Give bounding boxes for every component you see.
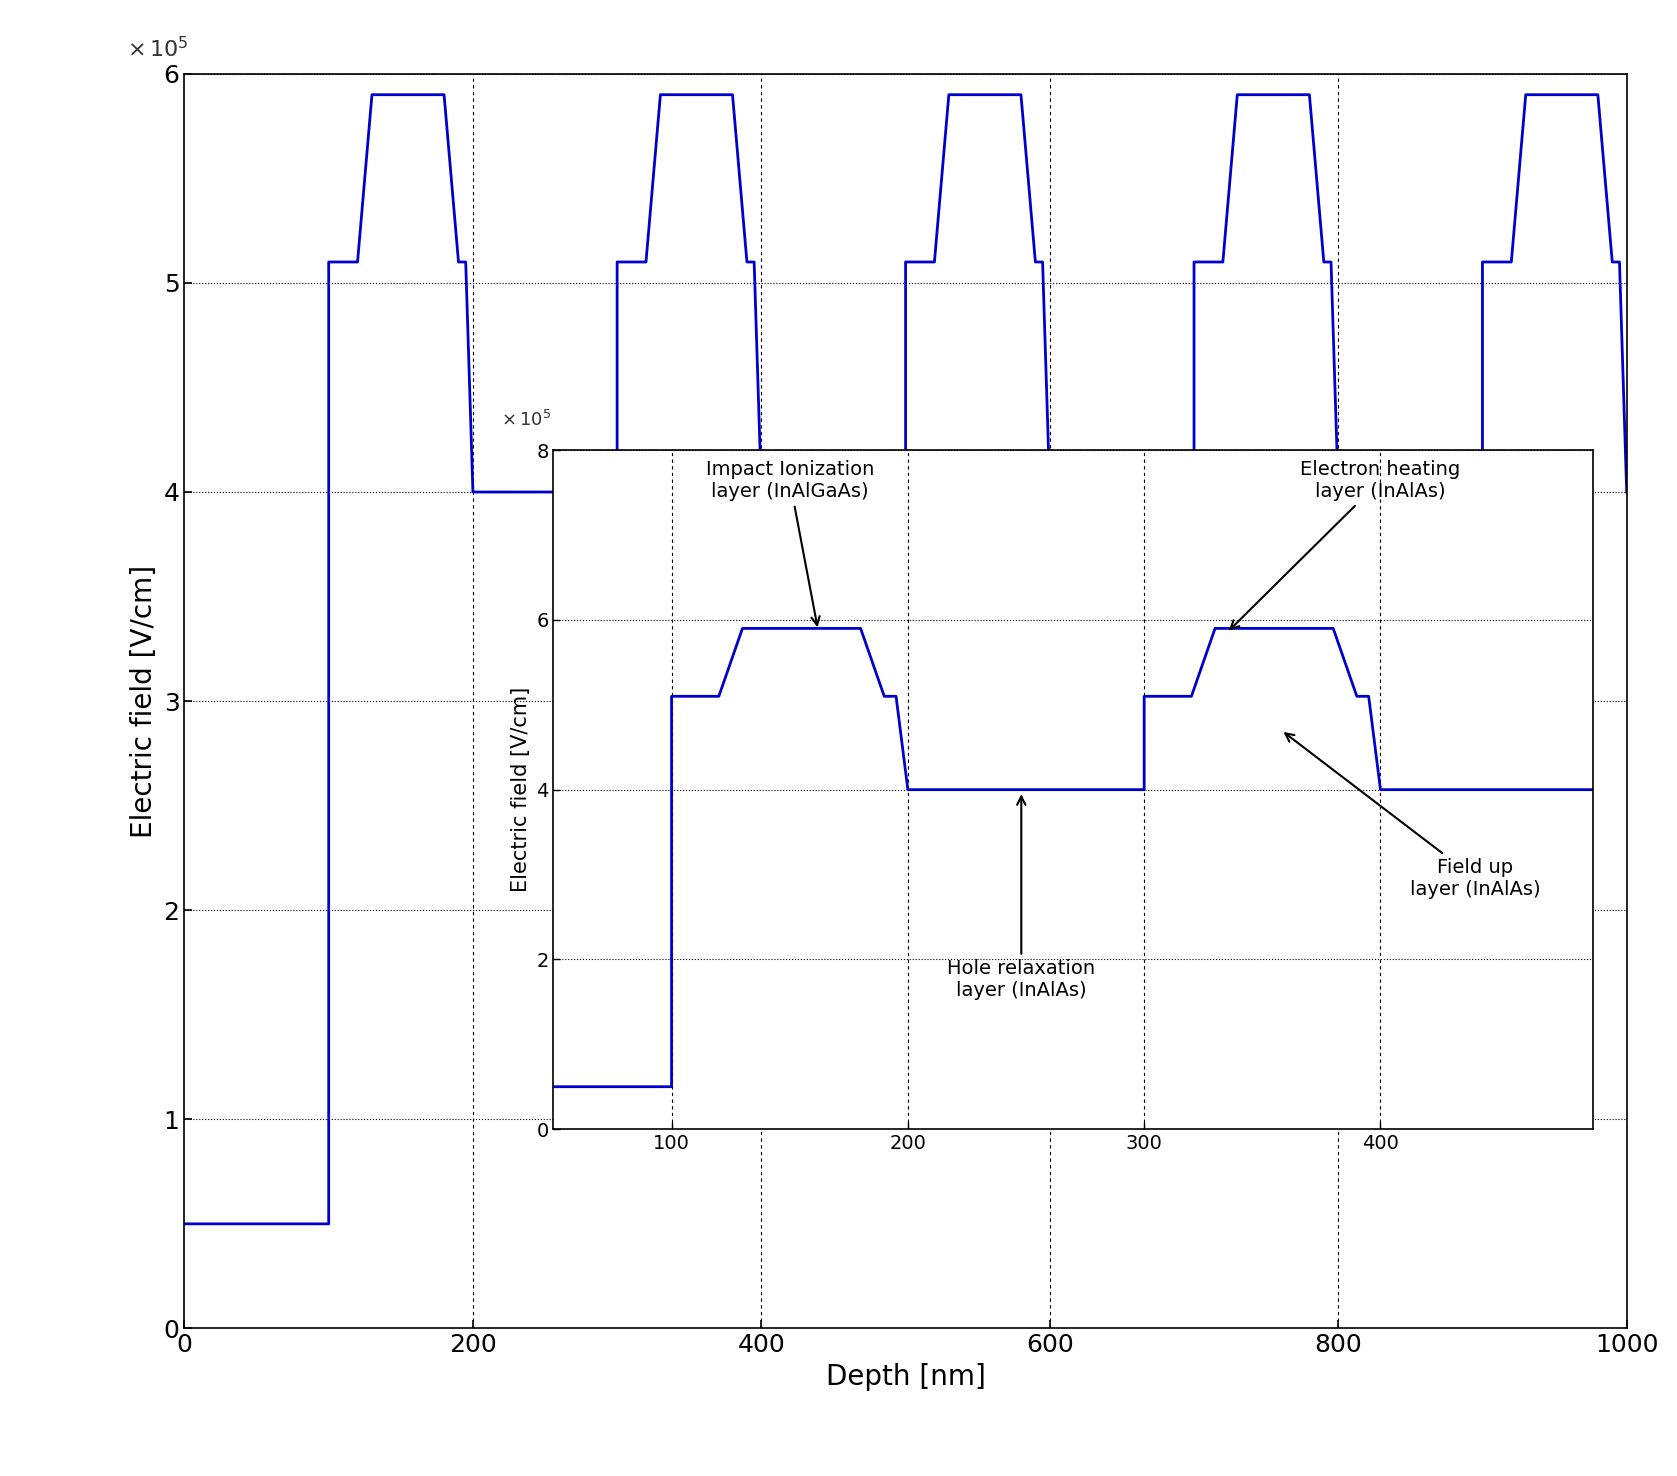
X-axis label: Depth [nm]: Depth [nm]: [825, 1362, 986, 1390]
Text: Hole relaxation
layer (InAlAs): Hole relaxation layer (InAlAs): [948, 797, 1095, 1001]
Text: Field up
layer (InAlAs): Field up layer (InAlAs): [1285, 734, 1539, 899]
Text: Impact Ionization
layer (InAlGaAs): Impact Ionization layer (InAlGaAs): [706, 461, 874, 624]
Text: $\times\,10^5$: $\times\,10^5$: [127, 35, 188, 61]
Y-axis label: Electric field [V/cm]: Electric field [V/cm]: [131, 564, 158, 838]
Y-axis label: Electric field [V/cm]: Electric field [V/cm]: [510, 686, 530, 893]
Text: $\times\,10^5$: $\times\,10^5$: [501, 410, 552, 430]
Text: Electron heating
layer (InAlAs): Electron heating layer (InAlAs): [1231, 461, 1461, 629]
